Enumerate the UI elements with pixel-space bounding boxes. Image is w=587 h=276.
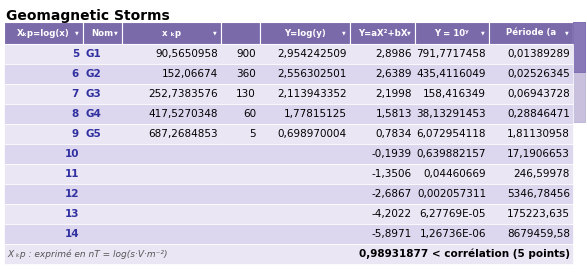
Text: 417,5270348: 417,5270348 [149, 109, 218, 119]
Text: 10: 10 [65, 149, 79, 159]
Text: G2: G2 [86, 69, 102, 79]
Text: 6,072954118: 6,072954118 [417, 129, 486, 139]
Text: 2,6389: 2,6389 [376, 69, 412, 79]
Text: 1,77815125: 1,77815125 [284, 109, 347, 119]
Text: Xₖp=log(x): Xₖp=log(x) [17, 28, 70, 38]
Text: -5,8971: -5,8971 [372, 229, 412, 239]
Text: ▼: ▼ [342, 31, 346, 36]
Text: 5: 5 [249, 129, 256, 139]
Text: 360: 360 [236, 69, 256, 79]
Text: Nom: Nom [92, 28, 113, 38]
Text: G4: G4 [86, 109, 102, 119]
Text: 6,27769E-05: 6,27769E-05 [420, 209, 486, 219]
Text: 0,02526345: 0,02526345 [507, 69, 570, 79]
Bar [4, 184, 573, 204]
Text: 2,556302501: 2,556302501 [278, 69, 347, 79]
Text: 246,59978: 246,59978 [514, 169, 570, 179]
Text: 791,7717458: 791,7717458 [416, 49, 486, 59]
Text: 175223,635: 175223,635 [507, 209, 570, 219]
Text: 0,06943728: 0,06943728 [507, 89, 570, 99]
Text: 0,04460669: 0,04460669 [423, 169, 486, 179]
Bar [4, 22, 83, 44]
Bar [415, 22, 489, 44]
Text: ▼: ▼ [481, 31, 485, 36]
Text: G3: G3 [86, 89, 102, 99]
Bar [573, 22, 585, 72]
Text: x ₖp: x ₖp [162, 28, 181, 38]
Bar [4, 144, 573, 164]
Bar [573, 22, 585, 122]
Text: 7: 7 [72, 89, 79, 99]
Bar [4, 224, 573, 244]
Text: -1,3506: -1,3506 [372, 169, 412, 179]
Text: ▼: ▼ [565, 31, 569, 36]
Text: -2,6867: -2,6867 [372, 189, 412, 199]
Text: Geomagnetic Storms: Geomagnetic Storms [6, 9, 170, 23]
Text: 900: 900 [237, 49, 256, 59]
Text: -0,1939: -0,1939 [372, 149, 412, 159]
Bar [4, 204, 573, 224]
Text: 2,8986: 2,8986 [376, 49, 412, 59]
Text: -4,2022: -4,2022 [372, 209, 412, 219]
Text: 152,06674: 152,06674 [162, 69, 218, 79]
Text: 17,1906653: 17,1906653 [507, 149, 570, 159]
Text: 0,639882157: 0,639882157 [417, 149, 486, 159]
Text: Y=log(y): Y=log(y) [284, 28, 326, 38]
Text: 252,7383576: 252,7383576 [149, 89, 218, 99]
Text: 13: 13 [65, 209, 79, 219]
Text: 0,002057311: 0,002057311 [417, 189, 486, 199]
Text: 1,81130958: 1,81130958 [507, 129, 570, 139]
Bar [350, 22, 415, 44]
Text: 60: 60 [243, 109, 256, 119]
Text: 8: 8 [72, 109, 79, 119]
Text: ▼: ▼ [213, 31, 217, 36]
Text: 687,2684853: 687,2684853 [149, 129, 218, 139]
Text: 5: 5 [72, 49, 79, 59]
Bar [4, 44, 573, 64]
Text: 435,4116049: 435,4116049 [417, 69, 486, 79]
Text: Période (a: Période (a [506, 28, 556, 38]
Text: 9: 9 [72, 129, 79, 139]
Text: ▼: ▼ [75, 31, 79, 36]
Text: ▼: ▼ [407, 31, 411, 36]
Text: 2,1998: 2,1998 [376, 89, 412, 99]
Bar [4, 84, 573, 104]
Text: 8679459,58: 8679459,58 [507, 229, 570, 239]
Text: 38,13291453: 38,13291453 [416, 109, 486, 119]
Bar [4, 244, 573, 264]
Text: 0,01389289: 0,01389289 [507, 49, 570, 59]
Text: 158,416349: 158,416349 [423, 89, 486, 99]
Text: 2,113943352: 2,113943352 [278, 89, 347, 99]
Text: 0,28846471: 0,28846471 [507, 109, 570, 119]
Bar [221, 22, 260, 44]
Bar [260, 22, 350, 44]
Bar [83, 22, 122, 44]
Bar [4, 64, 573, 84]
Text: G5: G5 [86, 129, 102, 139]
Text: 0,698970004: 0,698970004 [278, 129, 347, 139]
Text: 5346,78456: 5346,78456 [507, 189, 570, 199]
Text: 14: 14 [65, 229, 79, 239]
Bar [489, 22, 573, 44]
Bar [4, 124, 573, 144]
Text: 1,26736E-06: 1,26736E-06 [420, 229, 486, 239]
Text: 0,98931877 < corrélation (5 points): 0,98931877 < corrélation (5 points) [359, 249, 570, 259]
Text: 2,954242509: 2,954242509 [278, 49, 347, 59]
Text: Y=aX²+bX: Y=aX²+bX [357, 28, 407, 38]
Text: X ₖp : exprimé en nT = log(s·V·m⁻²): X ₖp : exprimé en nT = log(s·V·m⁻²) [7, 249, 167, 259]
Text: 0,7834: 0,7834 [376, 129, 412, 139]
Text: 90,5650958: 90,5650958 [155, 49, 218, 59]
Bar [122, 22, 221, 44]
Bar [4, 164, 573, 184]
Text: 130: 130 [236, 89, 256, 99]
Text: 1,5813: 1,5813 [376, 109, 412, 119]
Bar [4, 104, 573, 124]
Text: 11: 11 [65, 169, 79, 179]
Text: 12: 12 [65, 189, 79, 199]
Text: Y = 10ʸ: Y = 10ʸ [434, 28, 470, 38]
Text: ▼: ▼ [114, 31, 118, 36]
Text: 6: 6 [72, 69, 79, 79]
Text: G1: G1 [86, 49, 102, 59]
